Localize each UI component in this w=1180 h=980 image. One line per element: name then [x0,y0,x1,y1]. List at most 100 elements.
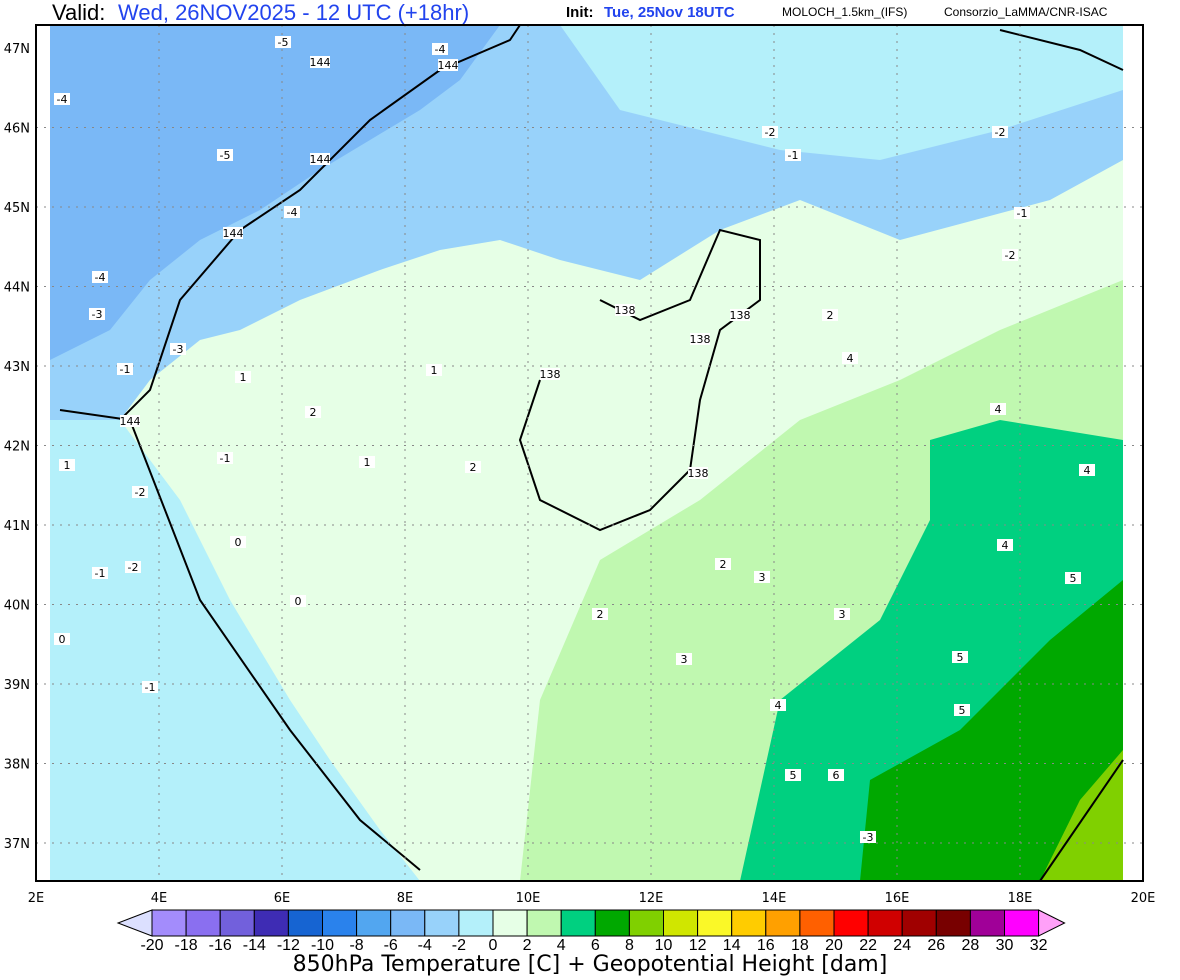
temperature-label: 5 [959,704,966,717]
temperature-label: -5 [220,149,231,162]
colorbar-tick-label: 22 [859,937,877,950]
lat-tick-label: 47N [4,42,30,57]
colorbar-swatch [799,909,835,937]
lat-tick-label: 39N [4,678,30,693]
colorbar: -20 -18 -16 -14 -12 -10 -8 -6 -4 -2 0 2 4 6 8 10 12 14 16 1… [116,909,1066,950]
init-time: Tue, 25Nov 18UTC [604,4,735,21]
geopotential-label: 144 [310,153,331,166]
geopotential-label: 138 [540,368,561,381]
temperature-label: 3 [839,608,846,621]
temperature-label: 0 [59,633,66,646]
colorbar-tick-label: 24 [893,937,911,950]
temperature-label: -4 [287,206,298,219]
lon-tick-label: 6E [274,891,291,906]
temperature-label: -2 [128,561,139,574]
geopotential-label: 144 [310,56,331,69]
colorbar-tick-label: -16 [209,937,232,950]
temperature-label: 2 [597,608,604,621]
temperature-label: -3 [92,308,103,321]
lat-tick-label: 45N [4,201,30,216]
colorbar-tick-label: 12 [689,937,707,950]
geopotential-label: 144 [438,59,459,72]
colorbar-tick-label: 8 [625,937,634,950]
lon-tick-label: 2E [28,891,45,906]
temperature-label: -1 [95,567,106,580]
temperature-label: 1 [240,371,247,384]
lon-tick-label: 10E [516,891,541,906]
lat-tick-label: 46N [4,122,30,137]
temperature-label: -3 [863,831,874,844]
colorbar-tick-label: -12 [277,937,300,950]
lon-tick-label: 16E [885,891,910,906]
colorbar-swatch [492,909,528,937]
organization: Consorzio_LaMMA/CNR-ISAC [944,5,1108,19]
colorbar-tick-label: 6 [591,937,600,950]
temperature-label: -1 [1017,207,1028,220]
init-label: Init: [566,4,594,21]
colorbar-swatch [356,909,392,937]
colorbar-swatch [935,909,971,937]
colorbar-tick-label: 28 [962,937,980,950]
temperature-label: 5 [1070,572,1077,585]
temperature-map: 47N 46N 45N 44N 43N 42N 41N 40N 39N 38N 37N 2E 4E 6E 8… [4,24,1156,950]
colorbar-swatch [390,909,426,937]
colorbar-tick-label: 0 [489,937,498,950]
valid-time: Wed, 26NOV2025 - 12 UTC (+18hr) [118,0,470,25]
temperature-label: -3 [173,343,184,356]
colorbar-swatch [833,909,869,937]
temperature-fields [50,25,1123,881]
colorbar-title: 850hPa Temperature [C] + Geopotential He… [292,952,888,977]
colorbar-swatch [526,909,562,937]
lat-tick-label: 38N [4,758,30,773]
axis-labels: 47N 46N 45N 44N 43N 42N 41N 40N 39N 38N 37N 2E 4E 6E 8… [4,42,1156,906]
temperature-label: 5 [790,769,797,782]
geopotential-label: 138 [730,309,751,322]
colorbar-swatch [322,909,358,937]
temperature-label: 4 [995,403,1002,416]
lat-tick-label: 41N [4,519,30,534]
temperature-label: -1 [220,452,231,465]
colorbar-tick-label: 30 [996,937,1014,950]
geopotential-contours [59,24,1124,882]
colorbar-tick-label: 14 [723,937,741,950]
model-name: MOLOCH_1.5km_(IFS) [782,5,908,19]
colorbar-swatch [594,909,630,937]
temperature-label: 4 [775,699,782,712]
colorbar-tick-label: 20 [825,937,843,950]
colorbar-swatch [901,909,937,937]
temperature-label: 1 [64,459,71,472]
colorbar-tick-label: 18 [791,937,809,950]
geopotential-label: 138 [690,333,711,346]
temperature-label: 3 [681,653,688,666]
colorbar-tick-label: -6 [384,937,398,950]
colorbar-swatch [424,909,460,937]
geopotential-label: 138 [615,304,636,317]
colorbar-swatch [731,909,767,937]
temperature-label: 2 [470,461,477,474]
colorbar-swatch [458,909,494,937]
lat-tick-label: 43N [4,360,30,375]
temperature-label: -1 [788,149,799,162]
colorbar-swatch [765,909,801,937]
colorbar-swatch [697,909,733,937]
colorbar-tick-label: 2 [523,937,532,950]
temperature-label: 4 [1002,539,1009,552]
colorbar-swatch [867,909,903,937]
colorbar-tick-label: -14 [243,937,266,950]
temperature-label: 3 [759,571,766,584]
colorbar-swatch [560,909,596,937]
colorbar-swatch [219,909,255,937]
valid-label: Valid: [52,0,106,25]
temperature-label: 2 [720,558,727,571]
lat-tick-label: 37N [4,837,30,852]
colorbar-swatch [185,909,221,937]
colorbar-swatch [1004,909,1040,937]
colorbar-swatch [287,909,323,937]
colorbar-tick-label: -8 [349,937,363,950]
colorbar-swatch [628,909,665,937]
lon-tick-label: 14E [762,891,787,906]
colorbar-under-arrow [116,909,153,937]
temperature-label: 1 [364,456,371,469]
lat-tick-label: 44N [4,281,30,296]
